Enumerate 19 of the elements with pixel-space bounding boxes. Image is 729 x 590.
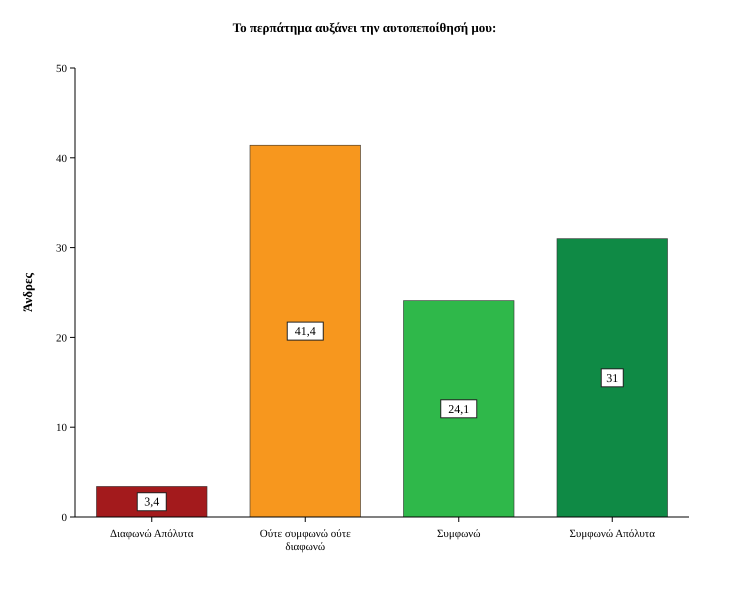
y-axis-title: Άνδρες [20,272,35,312]
y-tick-label: 50 [56,63,68,75]
chart-title: Το περπάτημα αυξάνει την αυτοπεποίθησή μου: [232,20,496,35]
bar [403,300,514,518]
y-tick-label: 0 [62,512,68,524]
data-label: 24,1 [448,402,470,416]
bar [250,144,361,518]
x-tick-label: Ούτε συμφωνώ ούτε διαφωνώ [260,528,352,553]
x-tick-label: Συμφωνώ [436,528,481,540]
y-tick-label: 40 [56,152,68,165]
x-tick-label: Διαφωνώ Απόλυτα [110,528,194,540]
y-tick-label: 10 [56,422,68,434]
data-label: 31 [606,370,618,385]
y-tick-label: 30 [56,242,68,255]
y-tick-label: 20 [56,332,68,344]
bar [556,238,668,518]
x-tick-label: Συμφωνώ Απόλυτα [570,528,656,540]
data-label: 3,4 [144,494,160,509]
data-label: 41,4 [294,324,316,338]
